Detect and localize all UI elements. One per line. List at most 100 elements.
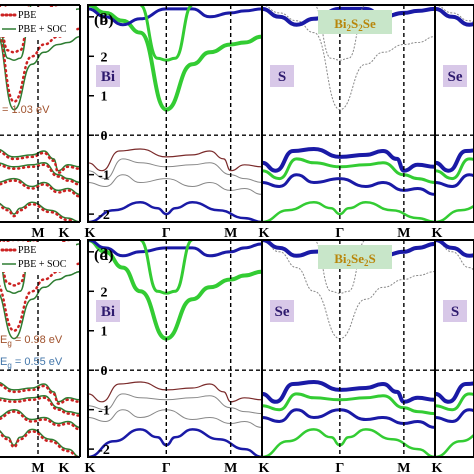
soc-band [0, 395, 80, 415]
pbe-band [0, 179, 80, 198]
y-tick-label: 1 [101, 325, 108, 340]
y-tick-label: 3 [101, 11, 108, 26]
material-formula: Bi2S2Se [334, 16, 376, 33]
panel-bi-0: Bi K Γ M [85, 4, 263, 241]
band-gap-label: = 1.03 eV [2, 104, 50, 116]
kpath-label: K [59, 226, 70, 241]
panel-bands [262, 240, 435, 457]
pbe-band [0, 163, 80, 186]
panel-label: (b) [94, 12, 114, 29]
band-vb1 [435, 381, 474, 404]
projection-label-bg [270, 300, 294, 322]
band-cb1 [435, 5, 474, 23]
soc-band [0, 270, 80, 340]
band-vb2 [262, 157, 435, 184]
soc-band [0, 162, 80, 184]
legend-bg [0, 242, 76, 272]
band-vb1 [262, 146, 435, 173]
legend-pbe-label: PBE [18, 10, 36, 21]
projection-label-se: Se [448, 69, 463, 85]
projection-label-bi: Bi [101, 69, 115, 85]
legend: PBE PBE + SOC [0, 242, 76, 272]
material-label-bg [318, 10, 392, 34]
kpath-label: M [224, 226, 237, 241]
legend-soc-label: PBE + SOC [18, 24, 67, 35]
soc-band [0, 240, 33, 295]
panel-bands [435, 5, 474, 222]
band-vb2 [88, 158, 262, 183]
panel-frame [434, 239, 474, 458]
band-vb3 [88, 409, 262, 428]
kpath-label: Γ [335, 461, 344, 474]
band-gap-label: Eg = 0.55 eV [0, 356, 63, 370]
soc-band [0, 35, 80, 111]
kpath-label: K [432, 226, 443, 241]
legend-soc-label: PBE + SOC [18, 259, 67, 270]
panel-se-1: Se K Γ M [259, 239, 436, 474]
band-vb4 [88, 428, 262, 457]
projection-label-bg [96, 300, 120, 322]
y-axis-1: 3 2 1 0 -1 -2 [88, 246, 110, 458]
panel-bands [88, 5, 262, 222]
band-cb1 [88, 5, 262, 112]
band-gap-label: Eg = 0.98 eV [0, 334, 63, 348]
soc-band [0, 148, 80, 172]
soc-band [0, 177, 80, 196]
y-tick-label: -2 [98, 443, 110, 458]
pbe-band [0, 202, 77, 222]
pbe-band [0, 396, 80, 417]
kpath-label: M [397, 226, 410, 241]
kpath-label: Γ [335, 226, 344, 241]
left-panel-1: PBE PBE + SOC Eg = 0.98 eV Eg = 0.55 eV M K [0, 239, 81, 474]
legend: PBE PBE + SOC [0, 7, 76, 37]
band-vb1 [88, 148, 262, 172]
panel-s-1: SK [432, 239, 474, 474]
band-vb3 [435, 173, 474, 189]
band-vb1 [88, 381, 262, 403]
left-column: PBE PBE + SOC = 1.03 eV M K PBE PBE + SOC Eg = … [0, 4, 81, 474]
band-cb3 [139, 240, 194, 295]
y-tick-label: 3 [101, 246, 108, 261]
soc-band [0, 381, 80, 403]
y-tick-label: -2 [98, 208, 110, 223]
band-vb1 [262, 379, 435, 404]
projection-label-bg [96, 65, 120, 87]
band-cb2 [262, 6, 435, 27]
pbe-band [0, 240, 30, 287]
band-cb1 [262, 240, 435, 340]
band-vb4 [88, 201, 262, 222]
band-vb2 [88, 393, 262, 415]
kpath-label: K [85, 461, 96, 474]
band-cb3 [313, 240, 367, 294]
legend-bg [0, 7, 76, 37]
soc-band [0, 408, 80, 429]
kpath-label: M [31, 226, 44, 241]
band-cb1 [435, 240, 474, 272]
band-cb3 [313, 5, 367, 61]
legend-pbe-label: PBE [18, 245, 36, 256]
band-vb2 [262, 392, 435, 416]
y-tick-label: 0 [101, 129, 108, 144]
kpath-label: K [85, 226, 96, 241]
band-vb2 [435, 392, 474, 412]
panel-frame [87, 239, 263, 458]
material-formula: Bi2Se2S [334, 251, 376, 268]
soc-band [0, 201, 80, 222]
y-tick-label: -1 [98, 404, 110, 419]
panel-bi-1: Bi K Γ M [85, 239, 263, 474]
band-cb2 [435, 6, 474, 27]
band-cb1 [88, 240, 262, 341]
band-cb3 [139, 5, 194, 62]
material-label: Bi2Se2S [318, 245, 392, 269]
band-vb3 [435, 408, 474, 424]
kpath-label: K [432, 461, 443, 474]
material-label-bg [318, 245, 392, 269]
band-vb4 [435, 204, 474, 222]
projection-label-bg [270, 65, 294, 87]
y-tick-label: 2 [101, 285, 108, 300]
pbe-band [0, 430, 78, 457]
panel-s-0: S K Γ M [259, 4, 436, 241]
kpath-label: K [259, 226, 270, 241]
